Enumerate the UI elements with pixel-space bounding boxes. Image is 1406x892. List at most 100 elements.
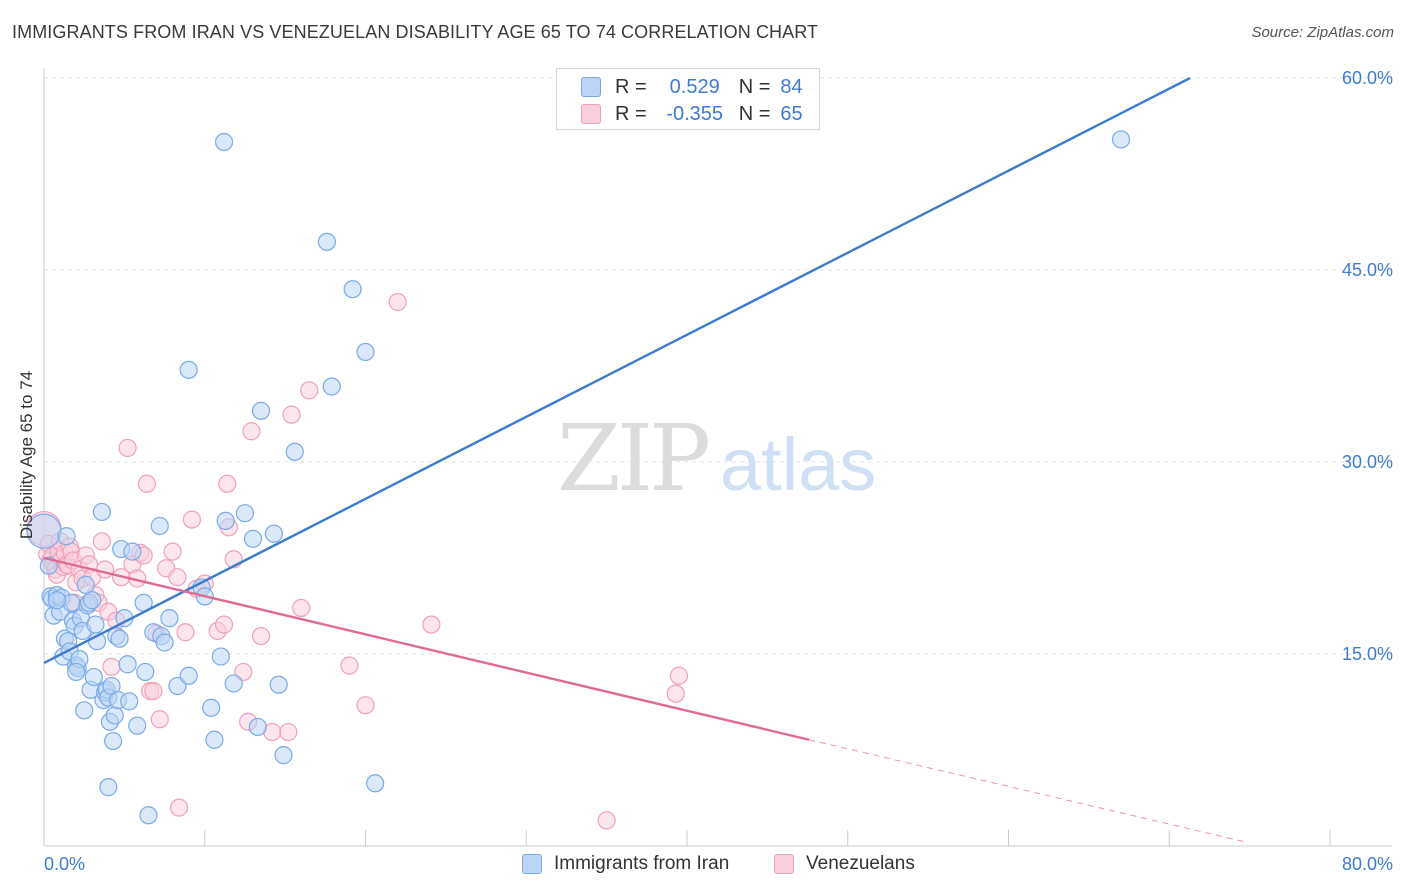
x-tick-labels: 0.0% 80.0% — [44, 854, 1393, 874]
stats-row-iran: R = 0.529 N = 84 — [581, 74, 803, 100]
data-point — [76, 575, 95, 594]
data-point — [282, 405, 301, 424]
data-point — [95, 560, 115, 579]
chart-title: IMMIGRANTS FROM IRAN VS VENEZUELAN DISAB… — [12, 22, 819, 42]
y-tick-labels: 15.0% 30.0% 45.0% 60.0% — [1342, 68, 1393, 664]
data-point — [205, 730, 224, 749]
data-point — [285, 442, 304, 461]
legend-item-venezuelans: Venezuelans — [774, 852, 915, 876]
stats-r-label: R = — [615, 75, 647, 98]
data-point — [322, 377, 341, 396]
data-point — [422, 615, 441, 634]
y-axis-label: Disability Age 65 to 74 — [17, 370, 36, 540]
data-point — [168, 568, 187, 587]
data-point — [366, 774, 385, 793]
data-point — [214, 132, 234, 152]
data-point — [292, 598, 311, 618]
data-point — [176, 623, 195, 642]
data-point — [356, 342, 375, 362]
x-tick-label: 80.0% — [1342, 854, 1393, 874]
data-point — [179, 666, 198, 685]
data-point — [1111, 130, 1131, 149]
trend-line — [43, 556, 810, 741]
data-point — [242, 422, 261, 441]
data-point — [269, 675, 288, 694]
stats-n-value: 65 — [780, 102, 803, 125]
data-point — [118, 438, 137, 458]
stats-r-value: -0.355 — [666, 102, 724, 125]
data-point — [218, 474, 237, 493]
data-point — [251, 626, 271, 646]
data-point — [136, 662, 155, 682]
stats-box: R = 0.529 N = 84 R = -0.355 N = 65 — [556, 68, 820, 130]
data-point — [105, 706, 124, 725]
data-point — [57, 527, 76, 546]
data-point — [211, 647, 230, 666]
data-point — [317, 232, 337, 251]
series-venezuelans-points — [26, 292, 689, 830]
data-point — [340, 656, 359, 675]
data-point — [120, 692, 139, 711]
data-point — [150, 516, 169, 536]
stats-n-label: N = — [738, 75, 771, 98]
stats-n-label: N = — [738, 102, 771, 125]
data-point — [264, 524, 283, 543]
data-point — [279, 722, 298, 742]
data-point — [243, 529, 263, 548]
data-point — [86, 615, 105, 634]
data-point — [110, 629, 129, 648]
data-point — [274, 746, 293, 765]
x-ticks — [204, 830, 1331, 846]
data-point — [168, 676, 187, 696]
data-point — [179, 360, 198, 379]
axes — [43, 68, 1392, 847]
data-point — [251, 401, 271, 420]
grid-lines — [44, 77, 1392, 655]
data-point — [248, 717, 267, 737]
data-point — [155, 633, 174, 652]
stats-row-venezuelans: R = -0.355 N = 65 — [581, 101, 803, 127]
data-point — [118, 655, 137, 674]
trend-line-extension — [809, 739, 1247, 843]
data-point — [67, 662, 86, 682]
data-point — [214, 615, 234, 634]
data-point — [92, 502, 111, 522]
trend-line — [43, 76, 1191, 665]
stats-swatch-venezuelans — [581, 104, 601, 124]
data-point — [99, 778, 118, 797]
data-point — [75, 701, 94, 720]
data-point — [102, 657, 121, 676]
data-point — [666, 684, 685, 703]
data-point — [137, 474, 156, 493]
series-iran-points — [26, 130, 1131, 825]
stats-r-label: R = — [615, 102, 647, 125]
data-point — [182, 510, 201, 529]
data-point — [39, 556, 58, 575]
watermark-atlas: atlas — [720, 423, 876, 506]
y-tick-label: 60.0% — [1342, 68, 1393, 88]
data-point — [343, 280, 362, 299]
trend-lines — [43, 76, 1247, 843]
data-point — [123, 542, 142, 561]
data-point — [169, 798, 189, 817]
data-point — [83, 591, 102, 610]
data-point — [669, 666, 689, 685]
data-point — [150, 710, 169, 729]
y-tick-label: 45.0% — [1342, 260, 1393, 280]
x-tick-label: 0.0% — [44, 854, 85, 874]
stats-swatch-iran — [581, 77, 601, 97]
data-point — [84, 667, 103, 687]
data-point — [47, 591, 66, 610]
stats-n-value: 84 — [780, 75, 803, 98]
data-point — [202, 698, 221, 717]
source-credit: Source: ZipAtlas.com — [1251, 24, 1394, 41]
watermark-zip: ZIP — [557, 405, 708, 512]
data-point — [128, 716, 147, 735]
legend-label-iran: Immigrants from Iran — [554, 853, 730, 874]
data-point — [139, 806, 158, 825]
y-tick-label: 30.0% — [1342, 452, 1393, 472]
legend-label-venezuelans: Venezuelans — [806, 853, 915, 874]
data-point — [92, 532, 111, 551]
data-point — [388, 292, 407, 312]
